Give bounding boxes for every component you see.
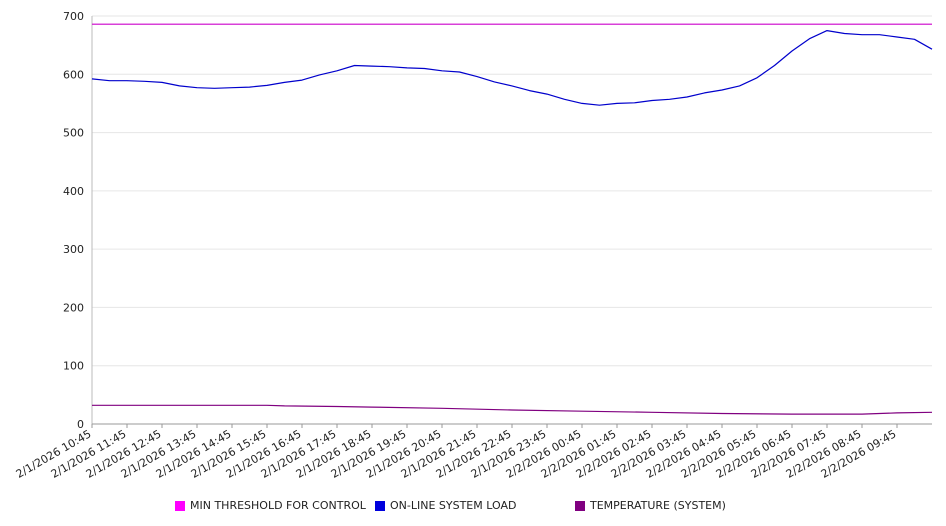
y-axis: 0 100 200 300 400 500 600 700: [63, 10, 93, 431]
y-tick-label: 100: [63, 360, 84, 373]
legend-item-load: ON-LINE SYSTEM LOAD: [375, 499, 516, 512]
legend-item-temperature: TEMPERATURE (SYSTEM): [575, 499, 726, 512]
y-tick-label: 600: [63, 68, 84, 81]
y-tick-label: 500: [63, 127, 84, 140]
y-tick-label: 200: [63, 301, 84, 314]
x-axis: 2/1/2026 10:452/1/2026 11:452/1/2026 12:…: [14, 423, 932, 481]
legend-label-temperature: TEMPERATURE (SYSTEM): [590, 499, 726, 512]
legend-label-threshold: MIN THRESHOLD FOR CONTROL: [190, 499, 366, 512]
legend-swatch-threshold: [175, 500, 185, 511]
y-tick-label: 700: [63, 10, 84, 23]
series-line-load: [91, 30, 933, 106]
legend-item-threshold: MIN THRESHOLD FOR CONTROL: [175, 499, 366, 512]
legend-swatch-load: [375, 500, 385, 511]
y-tick-label: 0: [77, 418, 84, 431]
legend: MIN THRESHOLD FOR CONTROL ON-LINE SYSTEM…: [0, 499, 946, 513]
gridlines: [92, 15, 932, 367]
series-line-temperature: [92, 404, 933, 415]
legend-swatch-temperature: [575, 500, 585, 511]
y-tick-label: 400: [63, 185, 84, 198]
series-layer: [91, 23, 933, 415]
legend-label-load: ON-LINE SYSTEM LOAD: [390, 499, 517, 512]
y-tick-label: 300: [63, 243, 84, 256]
